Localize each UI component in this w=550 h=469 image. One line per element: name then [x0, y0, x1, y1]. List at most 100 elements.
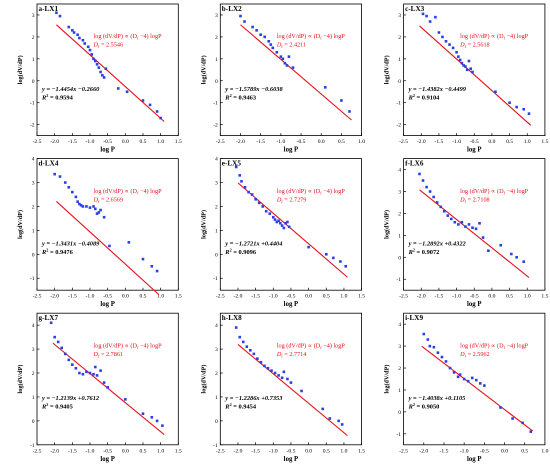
- fit-line: [419, 25, 532, 126]
- r2-value: = 0.9463: [232, 94, 256, 101]
- df-value: = 2.7279: [283, 196, 307, 203]
- x-tick-label: 1.5: [358, 448, 365, 454]
- data-point: [49, 321, 53, 325]
- plot-frame: [403, 3, 546, 137]
- df-label: D: [276, 351, 282, 358]
- y-tick-label: 1: [32, 395, 35, 401]
- data-point: [460, 220, 464, 224]
- data-point: [499, 406, 502, 409]
- df-label: D: [276, 196, 282, 203]
- y-axis-label: log(dV/dP): [384, 210, 391, 239]
- data-point: [282, 370, 286, 374]
- data-point: [81, 205, 85, 208]
- fit-line: [419, 189, 530, 278]
- data-point: [93, 365, 97, 369]
- regression-equation: y = −1.4038x +0.1105: [408, 395, 467, 402]
- x-tick-label: 1.0: [541, 448, 548, 454]
- y-tick-label: 3: [215, 347, 218, 353]
- formula-tail: −4) logP: [138, 33, 162, 40]
- x-tick-label: -0.5: [470, 294, 479, 300]
- data-point: [71, 190, 74, 194]
- r2-sup: 2: [46, 402, 48, 407]
- data-point: [474, 378, 478, 382]
- data-point: [249, 348, 252, 352]
- df-value: = 2.5546: [99, 42, 123, 49]
- plot-frame: [219, 312, 363, 446]
- formula-main: log (dV/dP) ∝ (D: [94, 342, 138, 349]
- df-sub: f: [281, 44, 283, 49]
- y-tick-label: -1: [30, 443, 35, 449]
- r2-sup: 2: [413, 93, 415, 98]
- data-point: [426, 338, 430, 341]
- data-point: [239, 14, 242, 18]
- data-point: [434, 15, 437, 19]
- x-tick-label: 0.5: [323, 294, 330, 300]
- panel-title: b-LX2: [222, 5, 242, 13]
- df-value: = 2.7714: [283, 351, 307, 358]
- y-tick-label: 2: [215, 371, 218, 377]
- x-tick-label: 0.0: [122, 294, 129, 300]
- data-point: [93, 207, 97, 211]
- r2-label: R: [408, 404, 414, 411]
- y-tick-label: 0: [398, 410, 401, 416]
- data-point: [291, 66, 295, 69]
- data-point: [435, 201, 439, 204]
- y-tick-label: -2: [213, 123, 218, 129]
- formula-tail: −4) logP: [322, 342, 346, 349]
- data-point: [116, 87, 120, 90]
- data-point: [284, 221, 287, 225]
- data-point: [479, 382, 482, 385]
- y-tick-label: -1: [213, 443, 218, 449]
- regression-equation: y = −1.2892x +0.4322: [408, 240, 467, 247]
- data-point: [428, 344, 432, 348]
- x-tick-label: -0.5: [297, 139, 306, 145]
- data-point: [275, 50, 279, 54]
- x-tick-label: 0.5: [323, 448, 330, 454]
- plot-frame: [36, 312, 179, 446]
- data-point: [442, 209, 446, 213]
- r2-sup: 2: [46, 93, 48, 98]
- x-tick-label: -0.5: [480, 448, 489, 454]
- formula-tail: −4) logP: [322, 188, 346, 195]
- x-tick-label: -2.0: [50, 294, 59, 300]
- r2-label: R: [41, 249, 47, 256]
- data-point: [515, 105, 518, 109]
- y-tick-label: -1: [30, 101, 35, 107]
- df-value: = 2.6569: [99, 196, 123, 203]
- data-point: [88, 371, 92, 375]
- data-point: [104, 67, 108, 71]
- formula-sub: f: [504, 345, 506, 350]
- y-tick-label: 4: [32, 323, 35, 329]
- data-point: [256, 357, 259, 360]
- formula-main: log (dV/dP) ∝ (D: [277, 342, 321, 349]
- data-point: [74, 366, 78, 370]
- data-point: [101, 73, 104, 77]
- fractal-dimension: Df = 2.7108: [459, 196, 490, 204]
- data-point: [281, 57, 285, 61]
- formula-main: log (dV/dP) ∝ (D: [460, 188, 504, 195]
- data-point: [241, 340, 245, 344]
- data-point: [106, 386, 109, 389]
- x-tick-label: -1.0: [269, 294, 278, 300]
- data-point: [71, 29, 74, 32]
- r-squared: R2 = 0.9476: [41, 247, 74, 256]
- data-point: [467, 59, 471, 63]
- y-tick-label: 1: [215, 228, 218, 234]
- data-point: [95, 374, 99, 377]
- data-point: [254, 197, 257, 201]
- data-point: [234, 326, 238, 329]
- fit-line: [52, 342, 165, 436]
- y-tick-label: -1: [213, 276, 218, 282]
- r2-value: = 0.9072: [415, 249, 439, 256]
- data-point: [418, 172, 421, 176]
- data-point: [344, 264, 348, 268]
- data-point: [471, 70, 474, 74]
- x-tick-label: -1.5: [251, 294, 260, 300]
- y-tick-label: 4: [215, 157, 218, 163]
- fractal-formula: log (dV/dP) ∝ (Df −4) logP: [94, 33, 163, 41]
- x-tick-label: 1.5: [541, 139, 548, 145]
- fractal-dimension: Df = 2.5618: [459, 42, 490, 50]
- panel-title: f-LX6: [405, 160, 424, 168]
- x-tick-label: -2.5: [399, 294, 408, 300]
- data-point: [67, 186, 71, 189]
